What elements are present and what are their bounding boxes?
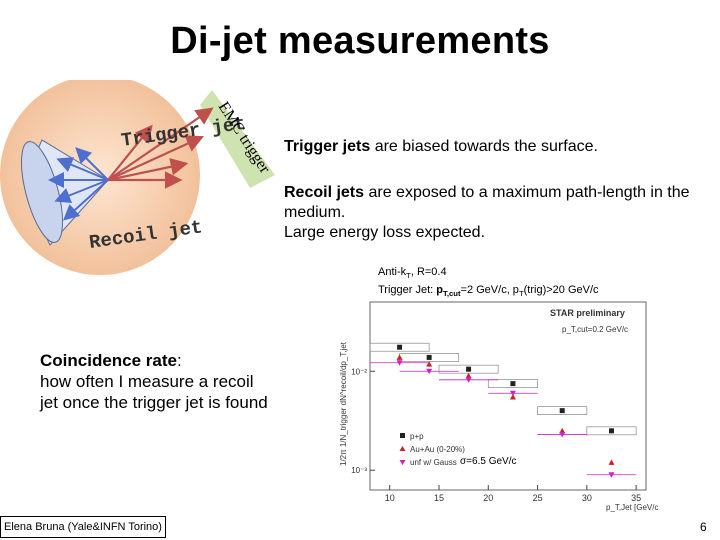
x-axis-label: p_T,Jet [GeV/c] xyxy=(606,503,658,512)
recoil-jets-point: Recoil jets are exposed to a maximum pat… xyxy=(284,183,704,243)
pp-point xyxy=(397,344,403,350)
emc-trigger-bar xyxy=(200,90,275,188)
pp-sys-box xyxy=(586,426,637,436)
auau-point xyxy=(396,354,403,360)
coincidence-line2: how often I measure a recoil xyxy=(40,372,254,391)
x-tick-label: 20 xyxy=(483,493,493,503)
y-axis-label: 1/2π 1/N_trigger dN^recoil/dp_T,jet xyxy=(339,341,348,466)
recoil-spectrum-chart: 1/2π 1/N_trigger dN^recoil/dp_T,jet STAR… xyxy=(339,301,658,512)
unf-point xyxy=(396,360,403,366)
coincidence-rate-text: Coincidence rate: how often I measure a … xyxy=(40,350,320,413)
pp-sys-box xyxy=(369,342,430,352)
dijet-diagram: Trigger jet Recoil jet EMC trigger xyxy=(0,80,275,275)
slide-title: Di-jet measurements xyxy=(170,20,550,62)
trigger-arrows xyxy=(107,107,214,189)
sigma-annotation: σ=6.5 GeV/c xyxy=(460,456,516,467)
x-tick-label: 15 xyxy=(434,493,444,503)
recoil-jets-bold: Recoil jets xyxy=(284,184,365,201)
x-tick-label: 30 xyxy=(582,493,592,503)
plot-frame xyxy=(369,301,647,491)
legend-marker xyxy=(400,433,405,438)
x-tick-label: 25 xyxy=(533,493,543,503)
trigger-pt-p: p xyxy=(436,284,444,297)
legend-entry: p+p xyxy=(410,432,424,441)
trigger-jet-cut-label: Trigger Jet: xyxy=(378,284,437,297)
trigger-jets-bold: Trigger jets xyxy=(284,138,371,155)
pp-point xyxy=(559,408,565,414)
trigger-pt-sub2: T xyxy=(518,289,524,299)
auau-point xyxy=(608,459,615,465)
unf-point xyxy=(608,472,615,478)
y-tick-label: 10⁻² xyxy=(351,367,367,376)
y-tick-label: 10⁻³ xyxy=(351,466,367,475)
auau-point xyxy=(465,372,472,379)
chart-title: STAR preliminary xyxy=(550,308,625,318)
x-tick-label: 10 xyxy=(385,493,395,503)
unf-point xyxy=(559,431,566,438)
unf-point xyxy=(426,368,433,375)
pp-point xyxy=(466,366,472,372)
recoil-arrows xyxy=(48,147,109,221)
antikt-sub: T xyxy=(406,271,411,281)
footer-author: Elena Bruna (Yale&INFN Torino) xyxy=(0,516,166,538)
trigger-jets-text: are biased towards the surface. xyxy=(370,138,598,155)
trigger-pt-threshold: (trig)>20 GeV/c xyxy=(523,284,599,297)
pp-sys-box xyxy=(487,379,538,388)
coincidence-line3: jet once the trigger jet is found xyxy=(40,393,268,412)
antikt-label: Anti-k xyxy=(378,266,407,278)
plot-info: Anti-kT, R=0.4 Trigger Jet: pT,cut=2 GeV… xyxy=(378,265,678,301)
x-tick-label: 35 xyxy=(631,493,641,503)
trigger-pt-cut: =2 GeV/c, p xyxy=(460,284,519,297)
pp-point xyxy=(426,354,432,360)
pp-point xyxy=(609,428,614,434)
auau-point xyxy=(426,361,433,367)
energy-loss-text: Large energy loss expected. xyxy=(284,224,486,241)
auau-point xyxy=(509,393,516,400)
legend-entry: Au+Au (0-20%) xyxy=(410,445,465,454)
recoil-jets-text: are exposed to a maximum path-length in … xyxy=(284,184,690,221)
pp-sys-box xyxy=(537,406,588,415)
unf-point xyxy=(465,377,472,383)
coincidence-bold: Coincidence rate xyxy=(40,351,177,370)
unf-point xyxy=(509,390,516,397)
page-number: 6 xyxy=(700,520,707,534)
trigger-pt-sub: T,cut xyxy=(443,289,461,299)
coincidence-colon: : xyxy=(177,351,182,370)
legend-entry: unf w/ Gauss xyxy=(410,458,457,467)
legend-marker xyxy=(399,460,406,465)
legend-marker xyxy=(399,446,406,451)
chart-subtitle: p_T,cut=0.2 GeV/c xyxy=(562,325,628,334)
antikt-radius: , R=0.4 xyxy=(410,266,447,278)
pp-point xyxy=(510,381,516,387)
trigger-jets-point: Trigger jets are biased towards the surf… xyxy=(284,137,704,157)
